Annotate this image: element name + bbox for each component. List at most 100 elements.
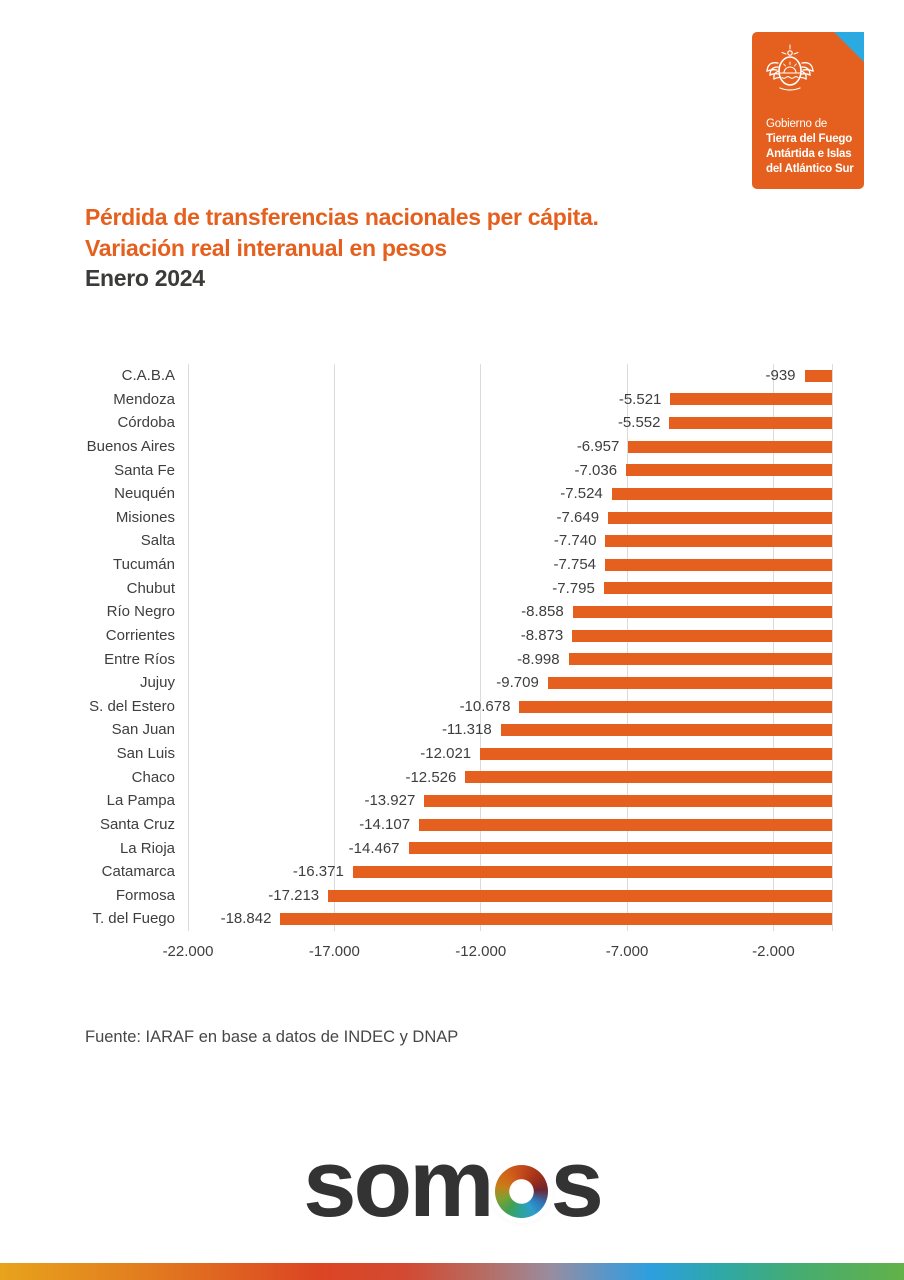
plot-area: -7.036 xyxy=(188,459,832,483)
province-label: Jujuy xyxy=(139,674,175,692)
plot-area: -7.795 xyxy=(188,577,832,601)
plot-area: -18.842 xyxy=(188,907,832,931)
value-label: -6.957 xyxy=(576,437,620,455)
value-bar xyxy=(419,818,832,831)
value-bar xyxy=(568,653,832,666)
somos-logo: som s xyxy=(0,1136,904,1232)
value-label: -12.021 xyxy=(420,745,472,762)
x-axis-tick-label: -2.000 xyxy=(752,943,795,960)
value-bar xyxy=(608,511,832,524)
plot-area: -7.740 xyxy=(188,529,832,553)
value-label: -9.709 xyxy=(496,674,539,692)
plot-area: -12.021 xyxy=(188,742,832,766)
color-wheel-icon xyxy=(494,1165,548,1218)
value-label: -7.649 xyxy=(556,508,600,526)
province-label: S. del Estero xyxy=(89,697,175,715)
province-label: Río Negro xyxy=(106,603,175,621)
x-axis-tick-label: -22.000 xyxy=(162,943,214,960)
value-bar xyxy=(572,629,832,642)
plot-area: -939 xyxy=(188,364,832,388)
plot-area: -14.467 xyxy=(188,837,832,861)
value-bar xyxy=(465,771,832,784)
province-label: Entre Ríos xyxy=(104,650,175,668)
chart-row: Mendoza -5.521 xyxy=(85,388,832,412)
plot-area: -8.998 xyxy=(188,648,832,672)
value-label: -7.740 xyxy=(553,532,597,550)
value-bar xyxy=(424,795,832,808)
value-bar xyxy=(611,487,832,500)
value-bar xyxy=(804,369,832,382)
value-bar xyxy=(572,606,832,619)
footer-gradient-stripe xyxy=(0,1263,904,1280)
tierra-del-fuego-crest-icon xyxy=(766,44,814,91)
plot-area: -16.371 xyxy=(188,860,832,884)
province-label: Neuquén xyxy=(114,485,175,503)
somos-text-start: som xyxy=(303,1130,494,1237)
value-label: -10.678 xyxy=(459,697,511,715)
gov-org-line-3: del Atlántico Sur xyxy=(766,163,854,175)
gov-logo: Gobierno de Tierra del Fuego Antártida e… xyxy=(752,32,864,189)
value-label: -12.526 xyxy=(405,768,457,786)
province-label: Misiones xyxy=(115,508,175,526)
page-fold-corner xyxy=(834,32,864,62)
chart-row: La Pampa -13.927 xyxy=(85,789,832,813)
province-label: San Juan xyxy=(111,721,175,739)
province-label: Catamarca xyxy=(101,863,175,881)
plot-area: -11.318 xyxy=(188,718,832,742)
value-label: -11.318 xyxy=(441,721,492,739)
province-label: Chaco xyxy=(131,768,175,786)
value-bar xyxy=(605,535,832,548)
value-bar xyxy=(500,724,832,737)
province-label: La Pampa xyxy=(106,792,175,810)
chart-row: Jujuy -9.709 xyxy=(85,671,832,695)
plot-area: -9.709 xyxy=(188,671,832,695)
page-title: Pérdida de transferencias nacionales per… xyxy=(85,202,599,294)
gov-org-prefix: Gobierno de xyxy=(766,118,828,130)
value-label: -7.754 xyxy=(553,556,597,573)
value-label: -5.552 xyxy=(617,414,661,432)
plot-area: -7.754 xyxy=(188,553,832,577)
gridline xyxy=(626,364,628,931)
chart-row: C.A.B.A -939 xyxy=(85,364,832,388)
chart-row: Formosa -17.213 xyxy=(85,884,832,908)
gridline xyxy=(772,364,774,931)
value-label: -14.107 xyxy=(359,815,411,833)
plot-area: -8.873 xyxy=(188,624,832,648)
chart-row: Tucumán -7.754 xyxy=(85,553,832,577)
chart-row: Santa Fe -7.036 xyxy=(85,459,832,483)
plot-area: -5.552 xyxy=(188,411,832,435)
chart-row: San Luis -12.021 xyxy=(85,742,832,766)
value-bar xyxy=(603,582,832,595)
province-label: Corrientes xyxy=(105,626,175,644)
gridline xyxy=(187,364,189,931)
value-bar xyxy=(519,700,832,713)
value-label: -17.213 xyxy=(268,886,320,904)
plot-area: -10.678 xyxy=(188,695,832,719)
province-label: La Rioja xyxy=(119,839,175,857)
somos-text-end: s xyxy=(550,1130,604,1237)
chart-row: Corrientes -8.873 xyxy=(85,624,832,648)
source-note: Fuente: IARAF en base a datos de INDEC y… xyxy=(85,1028,459,1046)
province-label: Salta xyxy=(140,532,175,550)
plot-area: -13.927 xyxy=(188,789,832,813)
province-label: Mendoza xyxy=(113,390,175,408)
province-label: T. del Fuego xyxy=(92,910,175,928)
chart-row: Buenos Aires -6.957 xyxy=(85,435,832,459)
chart-row: San Juan -11.318 xyxy=(85,718,832,742)
province-label: Chubut xyxy=(126,579,175,597)
value-bar xyxy=(280,913,832,926)
province-label: C.A.B.A xyxy=(121,367,175,384)
province-label: Santa Fe xyxy=(114,461,175,479)
bar-chart: C.A.B.A -939 Mendoza -5.521 Córdoba -5.552 Bue… xyxy=(85,364,833,965)
province-label: Santa Cruz xyxy=(99,815,175,833)
value-label: -8.858 xyxy=(521,603,564,621)
province-label: Buenos Aires xyxy=(86,437,175,455)
value-label: -7.524 xyxy=(560,485,603,503)
province-label: Tucumán xyxy=(113,556,175,573)
x-axis-tick-label: -17.000 xyxy=(308,943,360,960)
chart-row: Entre Ríos -8.998 xyxy=(85,648,832,672)
chart-row: S. del Estero -10.678 xyxy=(85,695,832,719)
value-bar xyxy=(605,558,832,571)
chart-row: T. del Fuego -18.842 xyxy=(85,907,832,931)
